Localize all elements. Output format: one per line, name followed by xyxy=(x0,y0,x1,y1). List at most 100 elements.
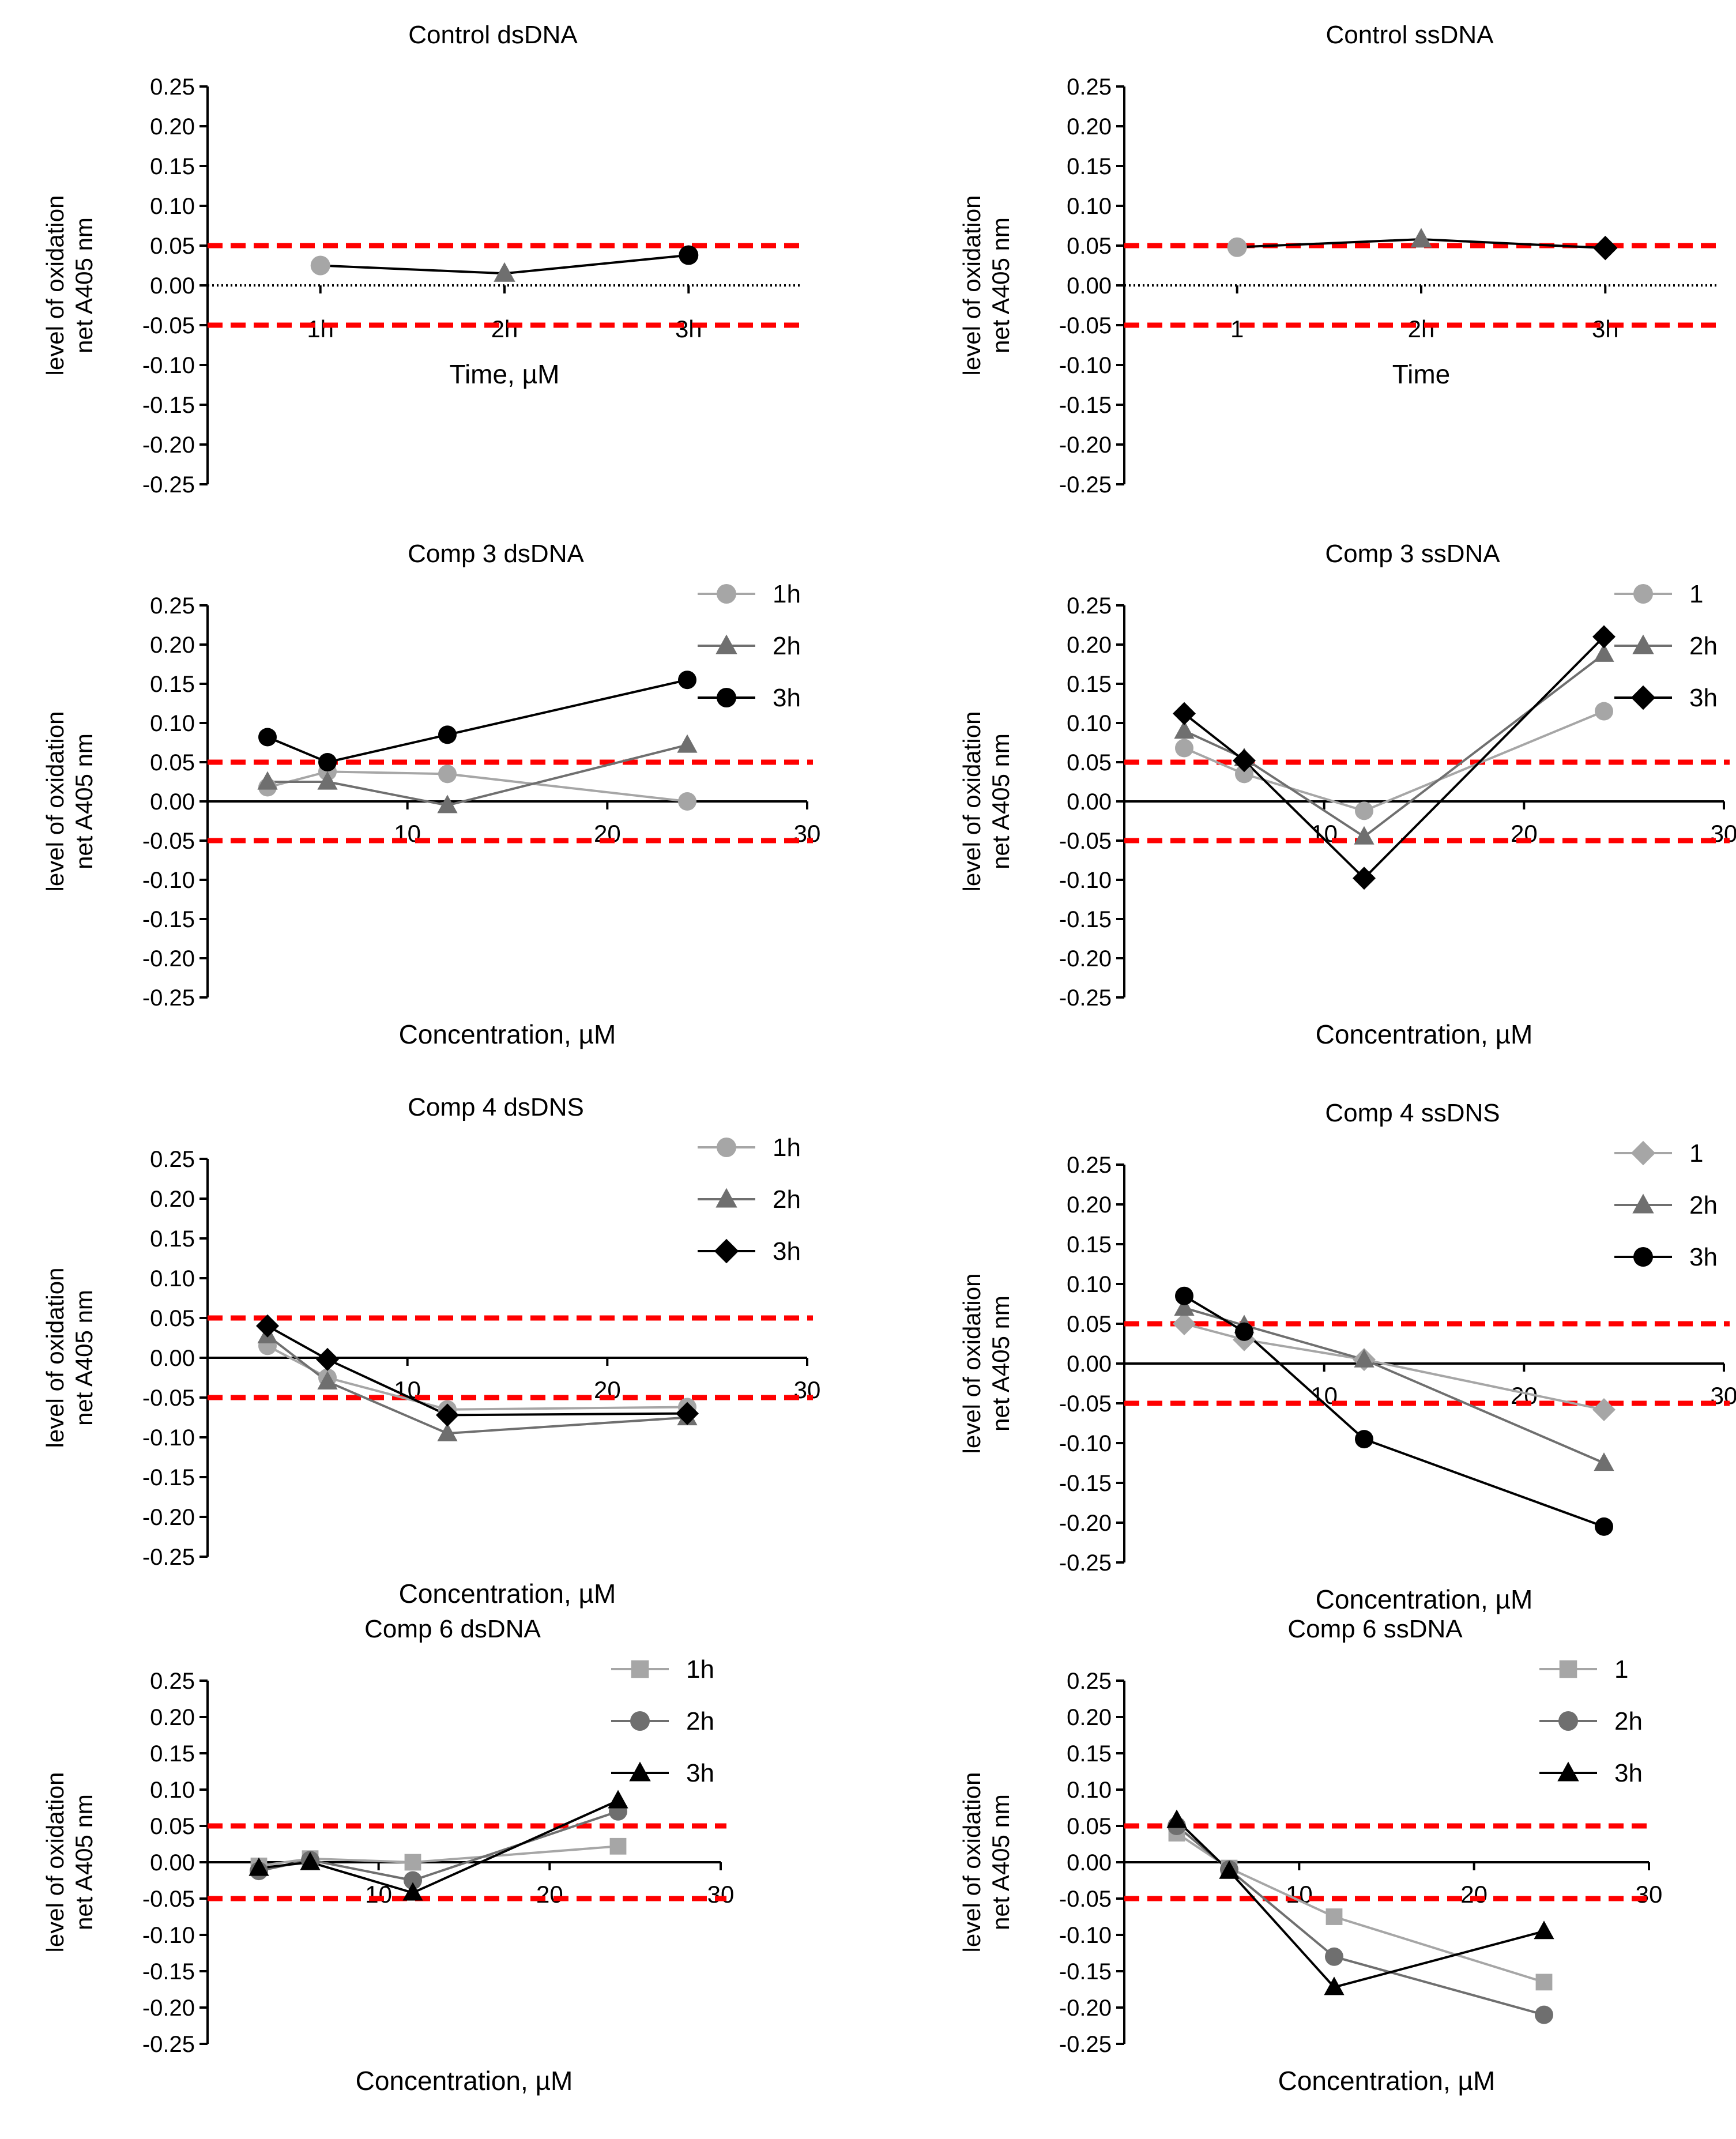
data-point-2h xyxy=(1354,826,1375,845)
legend-marker xyxy=(1633,584,1653,604)
x-tick-label: 2h xyxy=(491,315,518,342)
y-tick-label: 0.00 xyxy=(150,789,195,815)
data-point-1h xyxy=(609,1837,627,1855)
chart-panel-7: Comp 6 dsDNA 0.25 0.20 0.15 0.10 0.05 0.00 -0.0… xyxy=(42,1615,734,2096)
chart-title: Comp 4 ssDNS xyxy=(1325,1099,1500,1127)
data-point-3h xyxy=(608,1790,628,1809)
legend-label: 2h xyxy=(1689,632,1718,660)
legend-marker xyxy=(1632,634,1654,654)
y-tick-label: 0.15 xyxy=(1067,1741,1112,1767)
series-line-2h xyxy=(268,744,688,807)
chart-title: Control ssDNA xyxy=(1326,21,1494,49)
legend-marker xyxy=(717,688,736,707)
data-point-3h xyxy=(1324,1976,1345,1995)
x-tick-label: 30 xyxy=(1636,1881,1663,1908)
y-tick-label: 0.00 xyxy=(1067,789,1112,815)
y-axis-label-line-1: level of oxidation xyxy=(958,1274,985,1454)
x-axis-label: Concentration, µM xyxy=(1316,1019,1533,1049)
data-point-3h xyxy=(1219,1860,1240,1879)
legend-label: 3h xyxy=(686,1759,714,1787)
data-point-2h xyxy=(1325,1947,1343,1966)
legend-marker xyxy=(1559,1660,1577,1678)
series-line-3h xyxy=(267,679,688,764)
data-point-2h xyxy=(317,1371,338,1389)
series-line-1 xyxy=(1176,1832,1545,1983)
legend-label: 1 xyxy=(1689,1139,1703,1168)
y-tick-label: -0.05 xyxy=(142,313,195,338)
data-point-1h xyxy=(310,255,330,276)
legend-label: 1h xyxy=(773,580,801,608)
data-point-1h xyxy=(678,792,696,811)
data-point-2h xyxy=(1535,2005,1553,2024)
data-point-1 xyxy=(1235,765,1253,784)
data-point-1h xyxy=(438,765,457,784)
x-tick-label: 1 xyxy=(1230,315,1244,342)
chart-title: Comp 6 dsDNA xyxy=(364,1615,541,1643)
y-tick-label: 0.00 xyxy=(1067,273,1112,299)
data-point-2h xyxy=(1594,643,1614,662)
x-axis-label: Concentration, µM xyxy=(1278,2066,1496,2096)
y-tick-label: 0.05 xyxy=(150,1814,195,1839)
y-tick-label: 0.10 xyxy=(1067,1272,1112,1297)
legend-label: 3h xyxy=(1614,1759,1643,1787)
legend-marker xyxy=(630,1711,650,1731)
y-tick-label: 0.10 xyxy=(150,1778,195,1803)
y-tick-label: -0.20 xyxy=(142,1505,195,1530)
y-tick-label: 0.10 xyxy=(1067,194,1112,219)
legend-marker xyxy=(1630,1140,1656,1166)
legend-marker xyxy=(716,1188,737,1208)
y-tick-label: 0.20 xyxy=(150,632,195,658)
series-line-1h xyxy=(267,770,688,803)
y-tick-label: 0.00 xyxy=(150,1850,195,1876)
y-tick-label: -0.25 xyxy=(142,2032,195,2057)
y-tick-label: -0.25 xyxy=(142,985,195,1011)
y-axis-label-line-1: level of oxidation xyxy=(958,195,985,376)
data-point-2h xyxy=(494,262,515,282)
data-point-3h xyxy=(1175,1286,1193,1305)
legend-label: 2h xyxy=(686,1707,714,1735)
y-tick-label: -0.10 xyxy=(142,353,195,378)
y-tick-label: 0.15 xyxy=(150,154,195,179)
data-point-2h xyxy=(437,794,458,814)
legend-label: 1 xyxy=(1614,1655,1628,1684)
y-tick-label: -0.05 xyxy=(1059,829,1112,854)
series-line-3h xyxy=(1183,1294,1605,1528)
legend-label: 1 xyxy=(1689,580,1703,608)
y-tick-label: 0.25 xyxy=(150,593,195,619)
y-tick-label: 0.25 xyxy=(150,74,195,100)
data-point-2h xyxy=(1174,1297,1195,1316)
data-point-3h xyxy=(1355,1430,1373,1449)
y-tick-label: -0.15 xyxy=(142,1465,195,1490)
y-tick-label: -0.15 xyxy=(1059,907,1112,932)
data-point-3h xyxy=(1534,1920,1554,1940)
y-tick-label: -0.05 xyxy=(142,829,195,854)
data-point-2h xyxy=(317,771,338,790)
chart-panel-2: Control ssDNA 0.25 0.20 0.15 0.10 0.05 0.00 -0.… xyxy=(958,21,1724,498)
y-tick-label: -0.10 xyxy=(142,868,195,893)
series-line-2h xyxy=(266,1334,688,1435)
y-tick-label: 0.00 xyxy=(1067,1850,1112,1876)
series-line-3h xyxy=(267,1325,688,1417)
data-point-1 xyxy=(1355,801,1373,820)
y-tick-label: 0.25 xyxy=(1067,74,1112,100)
legend-marker xyxy=(714,1238,739,1264)
legend-marker xyxy=(717,1138,736,1157)
y-tick-label: -0.15 xyxy=(142,1959,195,1984)
y-tick-label: -0.25 xyxy=(1059,1550,1112,1576)
y-tick-label: 0.10 xyxy=(1067,711,1112,736)
y-tick-label: -0.25 xyxy=(1059,2032,1112,2057)
data-point-2h xyxy=(257,771,278,790)
y-tick-label: -0.25 xyxy=(142,1545,195,1570)
y-axis-label-line-2: net A405 nm xyxy=(70,733,97,869)
series-line-2h xyxy=(1184,1306,1605,1464)
y-tick-label: 0.00 xyxy=(150,1346,195,1371)
legend-label: 1h xyxy=(773,1133,801,1162)
data-point-2h xyxy=(1594,1452,1614,1471)
y-tick-label: 0.20 xyxy=(1067,1705,1112,1730)
y-tick-label: -0.20 xyxy=(1059,432,1112,458)
y-tick-label: 0.20 xyxy=(150,1705,195,1730)
data-point-3h xyxy=(436,1403,459,1427)
y-tick-label: 0.10 xyxy=(150,194,195,219)
y-tick-label: -0.10 xyxy=(1059,1923,1112,1948)
data-point-3h xyxy=(1353,867,1376,890)
